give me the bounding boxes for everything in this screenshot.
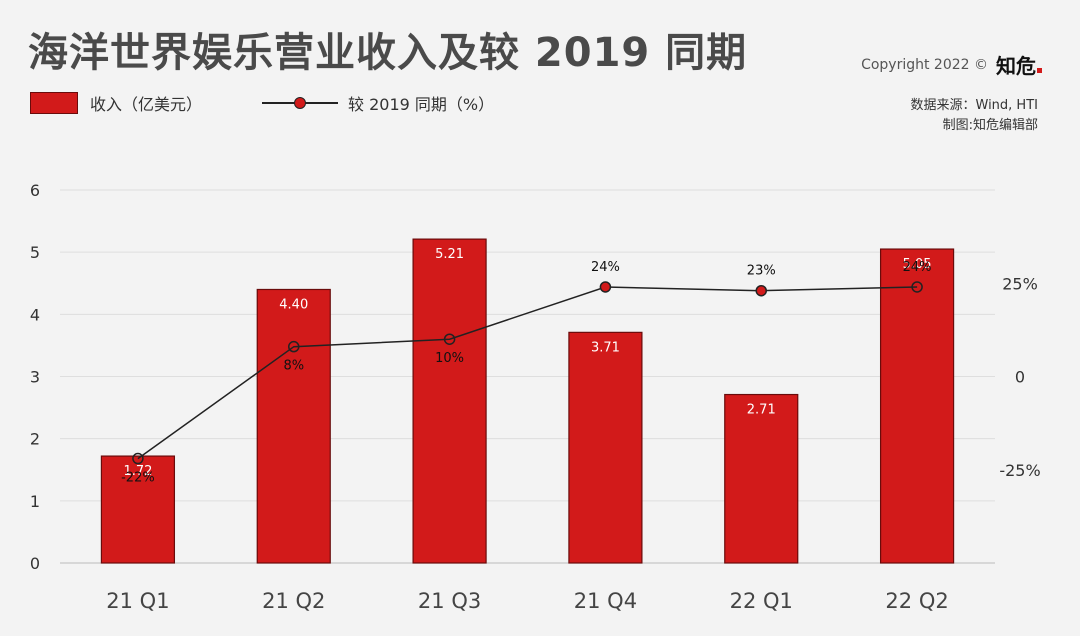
line-value-label: -22% — [121, 471, 155, 486]
copyright: Copyright 2022 © 知危 — [861, 50, 1042, 79]
y-left-tick-label: 2 — [30, 430, 40, 449]
y-left-tick-label: 5 — [30, 243, 40, 262]
legend-bar-swatch — [30, 92, 78, 114]
legend-line-swatch — [262, 95, 339, 111]
chart-title: 海洋世界娱乐营业收入及较 2019 同期 — [28, 30, 748, 76]
line-value-label: 24% — [903, 260, 932, 275]
bar-value-label: 5.21 — [435, 247, 464, 262]
legend-bar-label: 收入（亿美元） — [90, 95, 203, 114]
line-point — [599, 281, 612, 293]
line-point — [911, 281, 923, 293]
y-left-tick-label: 4 — [30, 305, 40, 324]
brand-name: 知危 — [996, 54, 1036, 78]
line-point — [132, 452, 144, 465]
y-left-tick-label: 6 — [30, 181, 40, 200]
legend: 收入（亿美元） 较 2019 同期（%） — [30, 91, 494, 115]
source-line: 数据来源：Wind, HTI — [910, 98, 1039, 113]
line-value-label: 24% — [591, 260, 620, 275]
y-right-tick-label: 0 — [1015, 368, 1025, 387]
y-left-tick-label: 0 — [30, 554, 40, 573]
bar-value-label: 2.71 — [747, 403, 776, 418]
series-line — [137, 286, 918, 460]
line-point — [755, 284, 767, 297]
legend-line-label: 较 2019 同期（%） — [348, 95, 495, 114]
bar — [724, 393, 799, 564]
line-point — [443, 333, 456, 345]
x-tick-label: 21 Q2 — [262, 589, 325, 613]
bar-value-label: 5.05 — [903, 257, 932, 272]
x-tick-label: 22 Q2 — [885, 589, 948, 613]
y-left-tick-label: 3 — [30, 368, 40, 387]
bar-value-label: 1.72 — [123, 464, 152, 479]
bar-value-label: 4.40 — [279, 297, 308, 312]
y-right-tick-label: 25% — [1002, 274, 1038, 293]
bar — [412, 238, 487, 564]
bar — [568, 331, 643, 564]
bar — [879, 248, 955, 564]
credit-line: 制图:知危编辑部 — [942, 118, 1038, 133]
bar — [256, 288, 331, 564]
line-point — [288, 340, 300, 353]
legend-line-marker — [294, 97, 307, 109]
brand-logo: 知危 — [996, 50, 1042, 79]
bar-value-label: 3.71 — [591, 340, 620, 355]
brand-dot — [1037, 68, 1042, 73]
line-value-label: 10% — [435, 351, 464, 366]
bar — [100, 455, 176, 564]
y-left-tick-label: 1 — [30, 492, 40, 511]
x-tick-label: 21 Q3 — [418, 589, 481, 613]
x-tick-label: 21 Q4 — [574, 589, 637, 613]
source-note: 数据来源：Wind, HTI 制图:知危编辑部 — [911, 96, 1039, 136]
line-value-label: 23% — [747, 264, 776, 279]
x-tick-label: 21 Q1 — [106, 589, 169, 613]
y-right-tick-label: -25% — [999, 461, 1040, 480]
x-tick-label: 22 Q1 — [730, 589, 793, 613]
copyright-text: Copyright 2022 © — [861, 56, 988, 73]
line-value-label: 8% — [283, 359, 304, 374]
